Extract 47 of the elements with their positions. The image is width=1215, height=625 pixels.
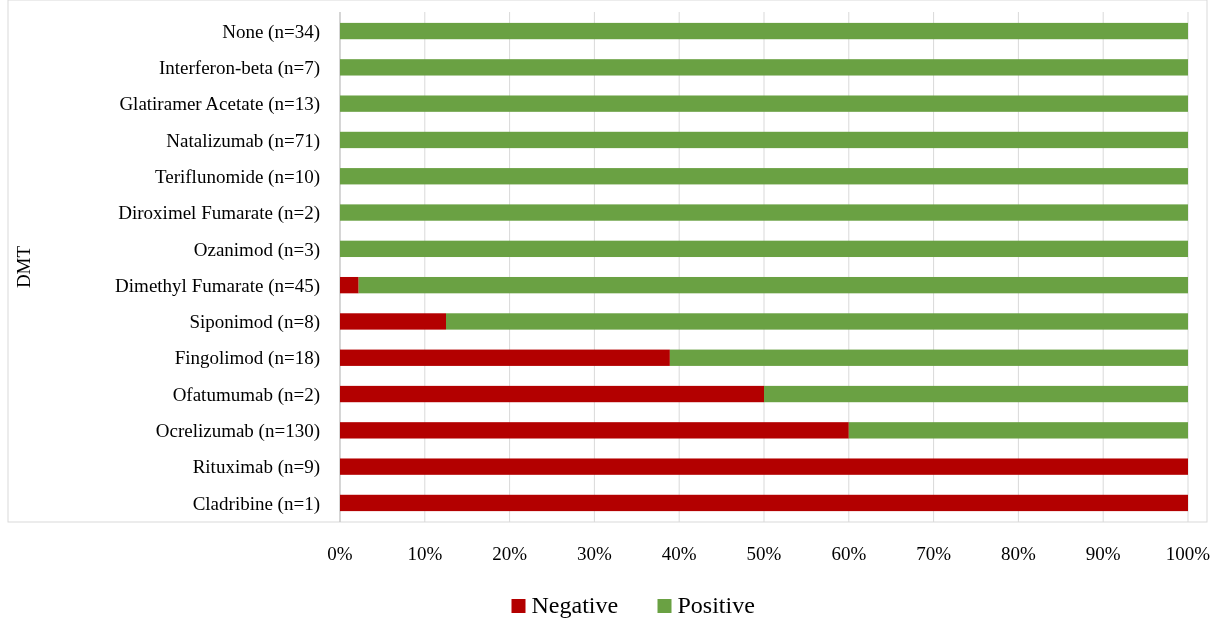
y-tick-label: Ocrelizumab (n=130) [155, 420, 320, 442]
bar [340, 276, 359, 294]
x-tick-label: 90% [1085, 543, 1121, 564]
y-tick-label: Dimethyl Fumarate (n=45) [115, 274, 320, 297]
x-tick-label: 30% [576, 543, 612, 564]
legend-label: Positive [677, 592, 755, 618]
bar [340, 313, 446, 330]
x-tick-label: 60% [831, 543, 867, 564]
bar [764, 385, 1188, 403]
bar [358, 276, 1188, 294]
bar [340, 422, 849, 439]
y-tick-label: Teriflunomide (n=10) [154, 165, 320, 188]
y-axis-title: DMT [13, 245, 34, 289]
bar [340, 131, 1188, 149]
y-tick-label: Ozanimod (n=3) [193, 238, 320, 261]
bar [340, 240, 1188, 258]
x-tick-label: 20% [492, 543, 528, 564]
y-tick-label: Fingolimod (n=18) [174, 347, 320, 370]
y-tick-label: None (n=34) [222, 20, 320, 43]
bar [340, 385, 764, 403]
y-tick-label: Rituximab (n=9) [192, 456, 320, 479]
y-tick-label: Siponimod (n=8) [189, 311, 320, 334]
bar [848, 422, 1188, 439]
legend-label: Negative [531, 592, 619, 618]
y-tick-label: Glatiramer Acetate (n=13) [119, 93, 320, 116]
y-tick-label: Natalizumab (n=71) [166, 129, 320, 152]
y-tick-label: Interferon-beta (n=7) [158, 57, 320, 80]
bar [340, 95, 1188, 112]
x-tick-label: 0% [327, 543, 353, 564]
x-tick-label: 100% [1165, 543, 1211, 564]
x-tick-label: 50% [746, 543, 782, 564]
bar [340, 494, 1188, 512]
x-tick-label: 80% [1000, 543, 1036, 564]
y-tick-label: Cladribine (n=1) [192, 492, 320, 515]
bar [340, 349, 670, 366]
bar [446, 313, 1188, 330]
bar [340, 168, 1188, 185]
bar [340, 204, 1188, 221]
y-tick-label: Ofatumumab (n=2) [172, 383, 320, 406]
x-tick-label: 10% [407, 543, 443, 564]
bar [340, 458, 1188, 475]
x-tick-label: 70% [916, 543, 952, 564]
x-tick-label: 40% [661, 543, 697, 564]
bar [340, 59, 1188, 76]
y-tick-label: Diroximel Fumarate (n=2) [118, 202, 320, 225]
bar [669, 349, 1188, 366]
bar [340, 22, 1188, 40]
